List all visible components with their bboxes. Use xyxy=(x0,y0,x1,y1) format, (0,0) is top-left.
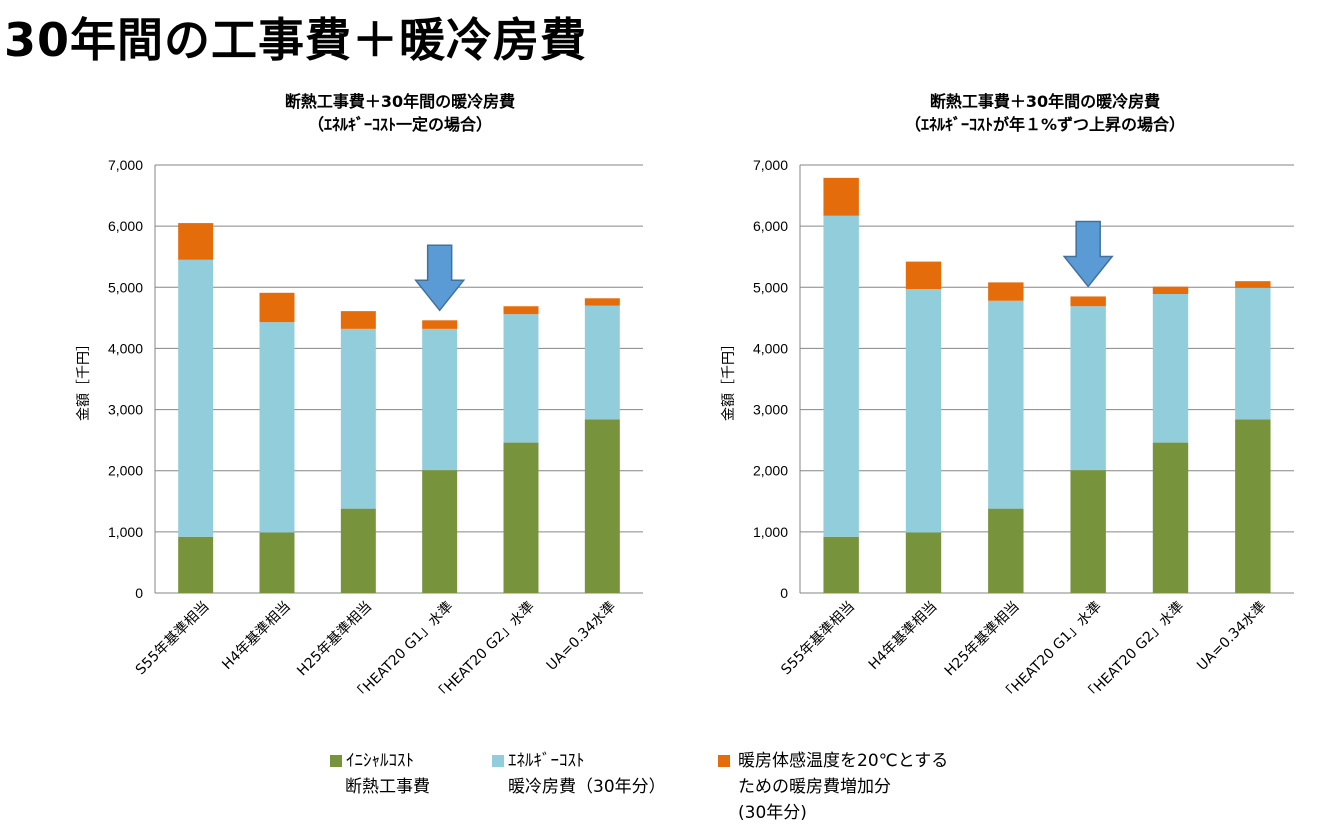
left-bar-energy xyxy=(340,328,376,509)
left-bar-initial xyxy=(178,536,214,593)
chart-title-right-line2: （ｴﾈﾙｷﾞｰｺｽﾄが年１%ずつ上昇の場合） xyxy=(904,115,1186,134)
right-y-axis-label: 金額［千円］ xyxy=(721,337,737,421)
left-ytick-label: 2,000 xyxy=(108,463,143,479)
left-bar-extra xyxy=(259,292,295,323)
right-bar-extra xyxy=(1152,286,1189,295)
right-bar-energy xyxy=(988,300,1024,509)
left-bar-initial xyxy=(422,470,458,593)
left-bar-extra xyxy=(584,298,620,306)
left-highlight-arrow-icon xyxy=(414,244,466,312)
right-ytick-label: 1,000 xyxy=(753,524,788,540)
right-ytick-label: 4,000 xyxy=(753,340,788,356)
legend-item-initial: ｲﾆｼｬﾙｺｽﾄ 断熱工事費 xyxy=(330,748,430,800)
left-bar-extra xyxy=(503,306,539,315)
legend-label-energy-line1: ｴﾈﾙｷﾞｰｺｽﾄ xyxy=(508,751,585,771)
right-bar-initial xyxy=(1152,442,1189,593)
legend-swatch-initial xyxy=(330,755,342,767)
page-title: 30年間の工事費＋暖冷房費 xyxy=(4,13,588,67)
legend-label-extra-line1: 暖房体感温度を20℃とする xyxy=(738,751,949,771)
left-bar-energy xyxy=(259,322,295,533)
right-ytick-label: 2,000 xyxy=(753,463,788,479)
left-ytick-label: 5,000 xyxy=(108,279,143,295)
left-y-axis-label: 金額［千円］ xyxy=(76,337,92,421)
right-bar-initial xyxy=(1235,419,1271,593)
right-bar-energy xyxy=(905,289,942,533)
left-bar-energy xyxy=(178,259,214,537)
right-bar-energy xyxy=(1070,306,1106,471)
legend-item-extra: 暖房体感温度を20℃とする ための暖房費増加分 (30年分) xyxy=(718,748,948,826)
left-bar-energy xyxy=(422,328,458,471)
right-ytick-label: 0 xyxy=(780,585,788,601)
right-bar-energy xyxy=(1235,287,1271,420)
right-bar-initial xyxy=(823,536,859,593)
left-bar-initial xyxy=(259,532,295,593)
right-bar-extra xyxy=(988,282,1024,301)
left-bar-extra xyxy=(340,311,376,329)
right-ytick-label: 7,000 xyxy=(753,157,788,173)
right-ytick-label: 6,000 xyxy=(753,218,788,234)
legend-swatch-energy xyxy=(492,755,504,767)
right-bar-extra xyxy=(1235,281,1271,288)
left-category-label: S55年基準相当 xyxy=(132,598,212,678)
chart-title-left-line2: （ｴﾈﾙｷﾞｰｺｽﾄ一定の場合） xyxy=(307,115,492,134)
right-bar-extra xyxy=(905,261,942,290)
left-bar-energy xyxy=(503,314,539,443)
left-category-label: H4年基準相当 xyxy=(219,598,294,673)
right-bar-initial xyxy=(1070,470,1106,593)
right-bar-energy xyxy=(1152,294,1189,443)
left-bar-initial xyxy=(584,419,620,593)
legend-label-extra-line3: (30年分) xyxy=(738,803,807,823)
left-bar-energy xyxy=(584,305,620,420)
left-bar-extra xyxy=(422,320,458,329)
left-bar-initial xyxy=(340,508,376,593)
chart-title-right-line1: 断熱工事費＋30年間の暖冷房費 xyxy=(929,92,1161,111)
left-bar-initial xyxy=(503,442,539,593)
right-category-label: S55年基準相当 xyxy=(778,598,858,678)
left-bar-extra xyxy=(178,223,214,260)
left-category-label: UA=0.34水準 xyxy=(544,599,619,674)
legend-label-initial-line1: ｲﾆｼｬﾙｺｽﾄ xyxy=(346,751,414,771)
chart-title-right: 断熱工事費＋30年間の暖冷房費 （ｴﾈﾙｷﾞｰｺｽﾄが年１%ずつ上昇の場合） xyxy=(795,90,1295,136)
left-ytick-label: 1,000 xyxy=(108,524,143,540)
left-category-label: H25年基準相当 xyxy=(294,598,376,680)
chart-title-left-line1: 断熱工事費＋30年間の暖冷房費 xyxy=(284,92,516,111)
right-category-label: UA=0.34水準 xyxy=(1194,599,1269,674)
left-ytick-label: 3,000 xyxy=(108,402,143,418)
right-bar-extra xyxy=(1070,296,1106,307)
right-category-label: H25年基準相当 xyxy=(941,598,1023,680)
left-ytick-label: 0 xyxy=(135,585,143,601)
right-ytick-label: 3,000 xyxy=(753,402,788,418)
left-ytick-label: 6,000 xyxy=(108,218,143,234)
right-highlight-arrow-icon xyxy=(1062,220,1114,288)
left-ytick-label: 4,000 xyxy=(108,340,143,356)
right-bar-initial xyxy=(988,508,1024,593)
left-ytick-label: 7,000 xyxy=(108,157,143,173)
right-bar-energy xyxy=(823,215,859,537)
right-ytick-label: 5,000 xyxy=(753,279,788,295)
legend-label-initial-line2: 断熱工事費 xyxy=(345,777,430,797)
legend-label-extra-line2: ための暖房費増加分 xyxy=(738,777,891,797)
legend-swatch-extra xyxy=(718,755,730,767)
right-bar-extra xyxy=(823,177,859,216)
right-category-label: H4年基準相当 xyxy=(865,598,940,673)
chart-title-left: 断熱工事費＋30年間の暖冷房費 （ｴﾈﾙｷﾞｰｺｽﾄ一定の場合） xyxy=(150,90,650,136)
legend-label-energy-line2: 暖冷房費（30年分） xyxy=(508,777,666,797)
legend-item-energy: ｴﾈﾙｷﾞｰｺｽﾄ 暖冷房費（30年分） xyxy=(492,748,666,800)
right-bar-initial xyxy=(905,532,942,593)
